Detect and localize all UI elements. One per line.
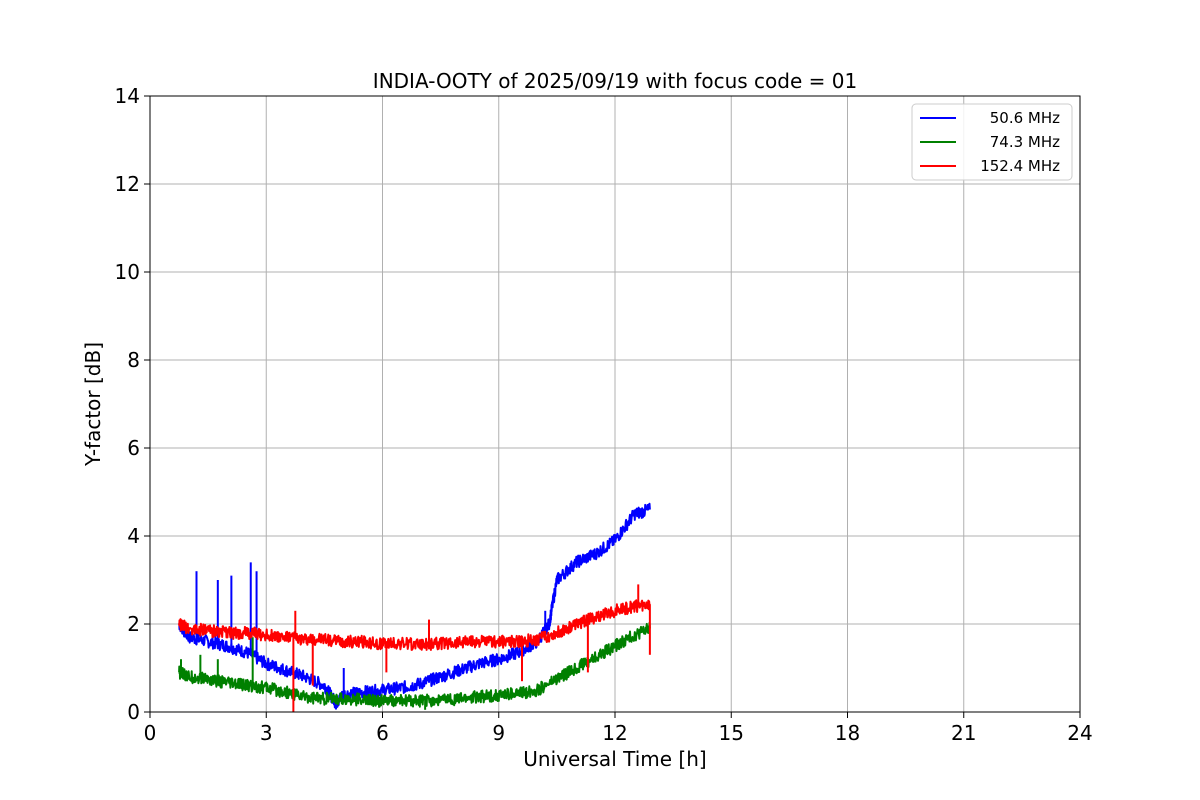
x-tick-label: 15	[719, 721, 744, 745]
x-tick-label: 18	[835, 721, 860, 745]
y-tick-label: 0	[127, 700, 140, 724]
x-tick-label: 24	[1067, 721, 1092, 745]
y-tick-label: 2	[127, 612, 140, 636]
chart-title: INDIA-OOTY of 2025/09/19 with focus code…	[373, 69, 857, 93]
y-tick-label: 4	[127, 524, 140, 548]
y-tick-label: 12	[115, 172, 140, 196]
legend-label: 74.3 MHz	[990, 133, 1060, 151]
y-axis-label: Y-factor [dB]	[81, 342, 105, 467]
legend-label: 50.6 MHz	[990, 109, 1060, 127]
legend: 50.6 MHz 74.3 MHz 152.4 MHz	[911, 103, 1073, 181]
series-line-2	[178, 599, 651, 651]
y-tick-label: 14	[115, 84, 140, 108]
series-line-0	[178, 502, 651, 710]
series-lines	[178, 502, 651, 712]
x-tick-label: 3	[260, 721, 273, 745]
x-tick-label: 9	[492, 721, 505, 745]
x-axis-label: Universal Time [h]	[523, 747, 706, 771]
x-tick-label: 12	[602, 721, 627, 745]
legend-label: 152.4 MHz	[980, 157, 1060, 175]
legend-box	[911, 103, 1073, 181]
x-tick-label: 6	[376, 721, 389, 745]
y-tick-label: 10	[115, 260, 140, 284]
x-tick-label: 0	[144, 721, 157, 745]
series-line-1	[178, 621, 651, 708]
y-tick-label: 6	[127, 436, 140, 460]
x-tick-label: 21	[951, 721, 976, 745]
y-tick-label: 8	[127, 348, 140, 372]
